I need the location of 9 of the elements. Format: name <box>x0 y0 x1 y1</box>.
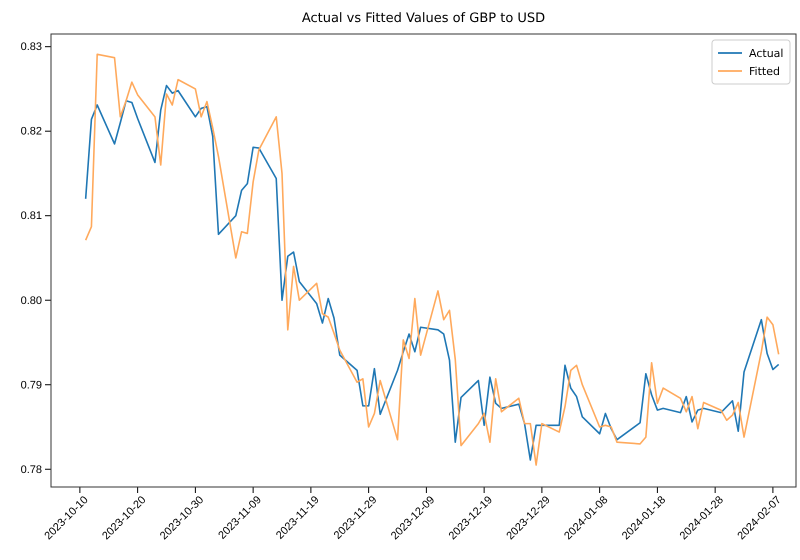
y-tick-label: 0.81 <box>20 210 42 222</box>
y-tick-label: 0.80 <box>20 294 42 307</box>
y-tick-label: 0.83 <box>20 41 42 54</box>
y-tick-label: 0.82 <box>20 126 42 138</box>
y-tick-label: 0.79 <box>20 379 42 392</box>
chart-title: Actual vs Fitted Values of GBP to USD <box>302 11 546 26</box>
legend-label: Actual <box>749 47 784 60</box>
y-tick-label: 0.78 <box>20 464 42 476</box>
legend-label: Fitted <box>749 65 780 78</box>
